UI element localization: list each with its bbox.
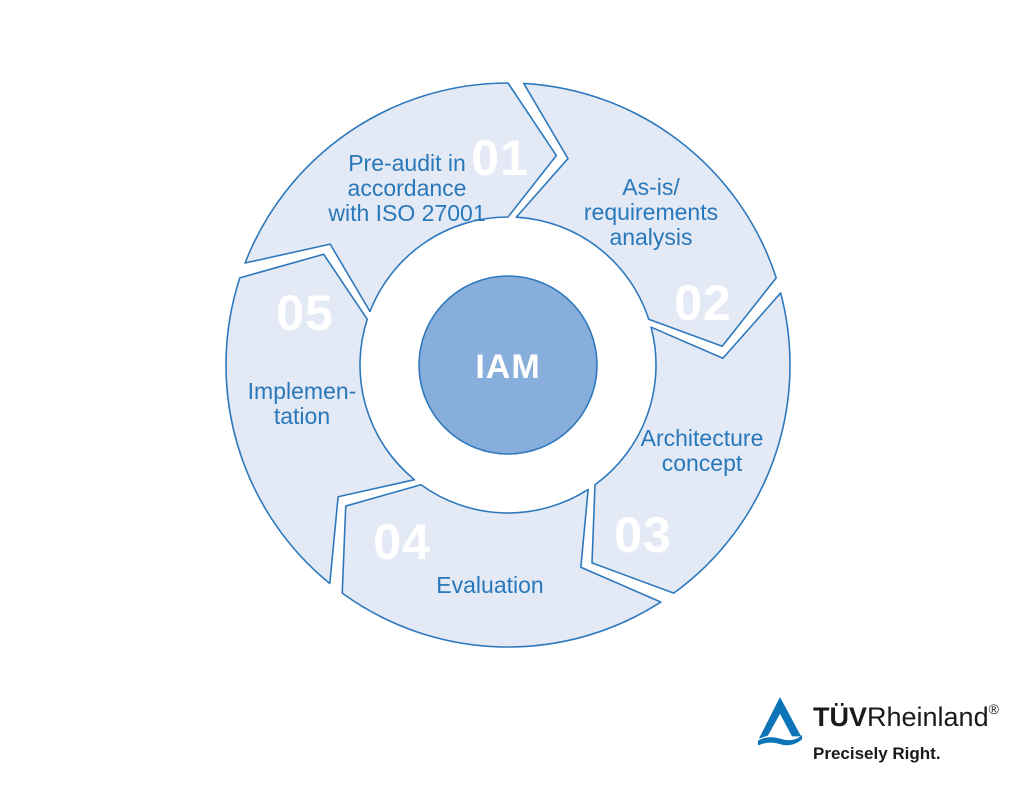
logo-brand-bold: TÜV [813,702,867,732]
segment-number-02: 02 [674,275,732,331]
center-circle [418,275,598,455]
center-label: IAM [475,348,540,386]
segment-shape-04 [341,483,662,648]
tuv-triangle-icon [757,697,803,746]
segment-label-05: Implemen-tation [248,378,357,429]
tuv-rheinland-logo: TÜVRheinland® Precisely Right. [756,693,999,764]
segment-label-04: Evaluation [436,572,543,598]
segment-number-01: 01 [471,130,529,186]
segment-label-03: Architecture concept [641,425,764,476]
logo-text-block: TÜVRheinland® Precisely Right. [813,693,999,764]
segment-number-04: 04 [373,514,431,570]
logo-brand-regular: Rheinland [867,702,989,732]
segment-shape-01 [244,82,558,313]
logo-tagline: Precisely Right. [813,744,941,763]
logo-brand-line: TÜVRheinland® [813,701,999,732]
segment-shape-02 [515,82,777,348]
segment-label-01: Pre-audit in accordance with ISO 27001 [327,150,485,226]
registered-mark-icon: ® [988,701,999,717]
segment-shape-03 [591,292,791,594]
segment-number-05: 05 [276,285,334,341]
segment-number-03: 03 [614,507,672,563]
segment-shape-05 [225,253,416,585]
segment-label-02: As-is/requirements analysis [584,174,718,250]
